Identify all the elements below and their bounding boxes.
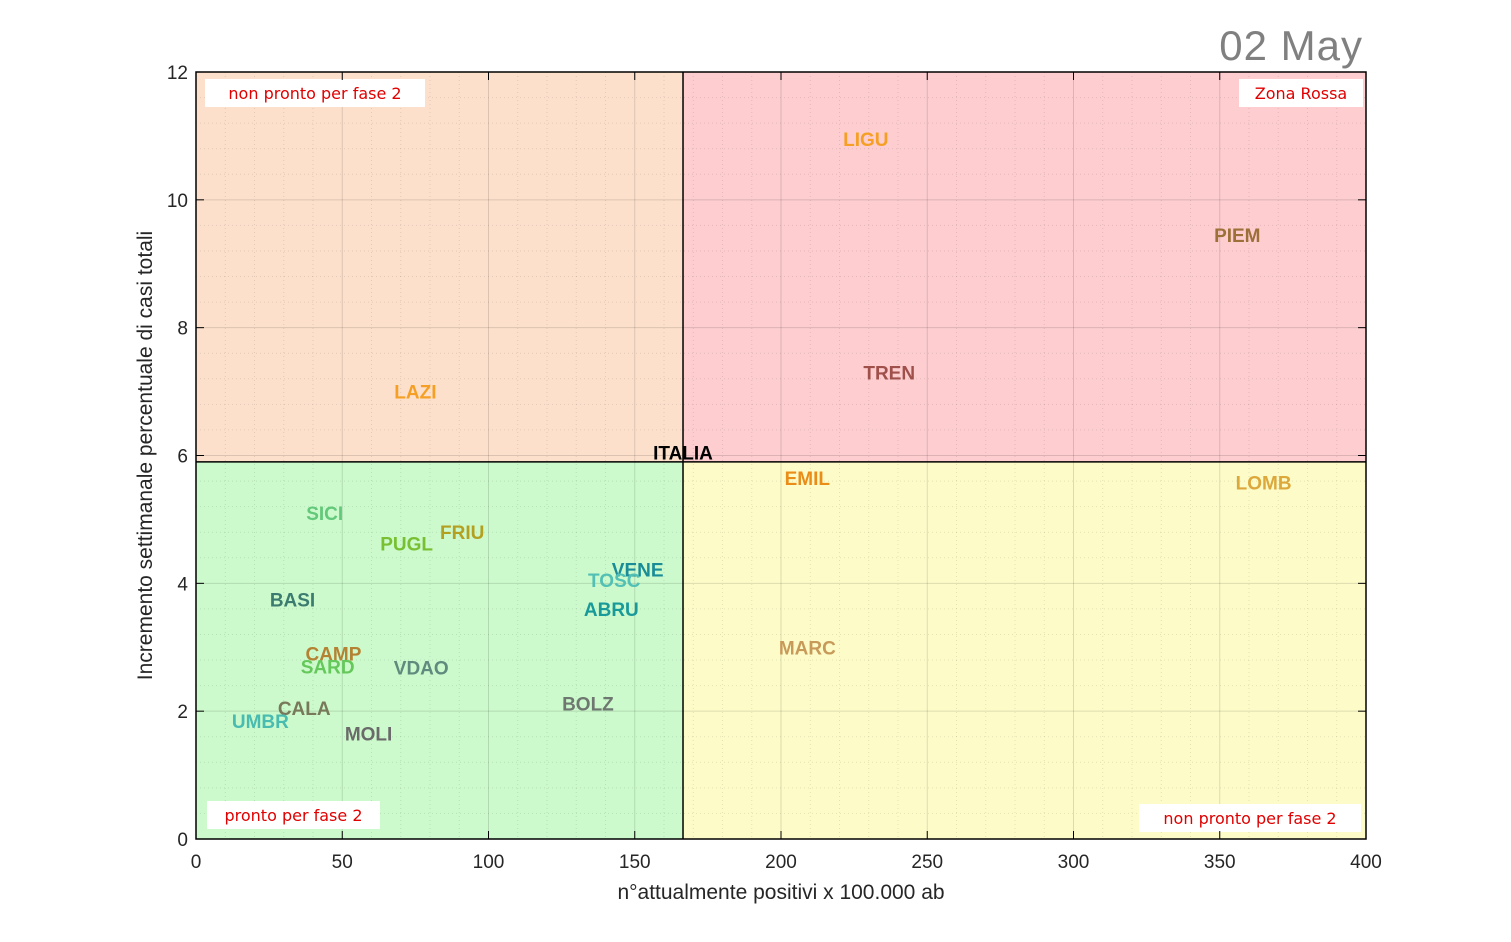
point-label-emil: EMIL bbox=[785, 469, 831, 490]
threshold-lines bbox=[196, 72, 1366, 839]
point-label-cala: CALA bbox=[278, 699, 331, 720]
y-axis-ticks: 0 2 4 6 8 10 12 bbox=[167, 63, 1366, 851]
point-label-italia: ITALIA bbox=[653, 443, 713, 464]
point-label-friu: FRIU bbox=[440, 523, 484, 544]
quadrant-label-box-top-right bbox=[1239, 79, 1363, 107]
x-tick-label: 50 bbox=[332, 852, 353, 873]
x-tick-label: 200 bbox=[765, 852, 797, 873]
point-label-moli: MOLI bbox=[345, 725, 393, 746]
y-tick-label: 8 bbox=[177, 319, 188, 340]
point-label-camp: CAMP bbox=[305, 645, 361, 666]
quadrant-bottom-right bbox=[683, 461, 1366, 839]
quadrant-label-box-bottom-left bbox=[207, 801, 380, 829]
y-tick-label: 4 bbox=[177, 574, 188, 595]
quadrant-label-box-bottom-right bbox=[1139, 804, 1361, 832]
point-label-umbr: UMBR bbox=[232, 712, 289, 733]
y-tick-label: 0 bbox=[177, 830, 188, 851]
y-tick-label: 10 bbox=[167, 191, 188, 212]
quadrant-label-bottom-right: non pronto per fase 2 bbox=[1163, 809, 1336, 828]
point-label-tosc: TOSC bbox=[588, 571, 641, 592]
x-tick-label: 250 bbox=[911, 852, 943, 873]
point-label-tren: TREN bbox=[863, 363, 915, 384]
quadrant-label-bottom-left: pronto per fase 2 bbox=[224, 806, 362, 825]
quadrant-top-left bbox=[196, 72, 684, 462]
point-label-ligu: LIGU bbox=[843, 130, 888, 151]
point-label-marc: MARC bbox=[779, 638, 836, 659]
x-axis-ticks: 0 50 100 150 200 250 300 350 400 bbox=[191, 72, 1382, 873]
y-tick-label: 12 bbox=[167, 63, 188, 84]
quadrant-label-box-top-left bbox=[205, 79, 425, 107]
y-tick-label: 6 bbox=[177, 447, 188, 468]
x-tick-label: 300 bbox=[1058, 852, 1090, 873]
point-label-pugl: PUGL bbox=[380, 535, 433, 556]
point-label-basi: BASI bbox=[270, 590, 315, 611]
point-label-vene: VENE bbox=[612, 560, 664, 581]
quadrant-bottom-left bbox=[196, 461, 684, 839]
x-tick-label: 100 bbox=[473, 852, 505, 873]
point-label-bolz: BOLZ bbox=[562, 694, 614, 715]
x-tick-label: 150 bbox=[619, 852, 651, 873]
date-label: 02 May bbox=[1219, 22, 1363, 69]
point-label-lomb: LOMB bbox=[1236, 473, 1292, 494]
x-tick-label: 0 bbox=[191, 852, 202, 873]
point-label-sici: SICI bbox=[306, 504, 343, 525]
quadrant-label-top-left: non pronto per fase 2 bbox=[228, 84, 401, 103]
quadrant-top-right bbox=[683, 72, 1366, 462]
point-label-piem: PIEM bbox=[1214, 226, 1260, 247]
quadrant-label-top-right: Zona Rossa bbox=[1255, 84, 1347, 103]
point-label-vdao: VDAO bbox=[394, 659, 449, 680]
x-tick-label: 350 bbox=[1204, 852, 1236, 873]
y-tick-label: 2 bbox=[177, 702, 188, 723]
x-tick-label: 400 bbox=[1350, 852, 1382, 873]
region-labels: ITALIA LIGU PIEM TREN LAZI EMIL LOMB SICI FRIU PU… bbox=[232, 130, 1292, 745]
point-label-abru: ABRU bbox=[584, 600, 639, 621]
x-axis-label: n°attualmente positivi x 100.000 ab bbox=[617, 881, 944, 904]
point-label-sard: SARD bbox=[301, 657, 355, 678]
quadrant-labels: non pronto per fase 2 Zona Rossa pronto pe… bbox=[205, 79, 1363, 832]
quadrant-backgrounds bbox=[196, 72, 1366, 839]
y-axis-label: Incremento settimanale percentuale di ca… bbox=[134, 231, 157, 680]
point-label-lazi: LAZI bbox=[394, 383, 436, 404]
